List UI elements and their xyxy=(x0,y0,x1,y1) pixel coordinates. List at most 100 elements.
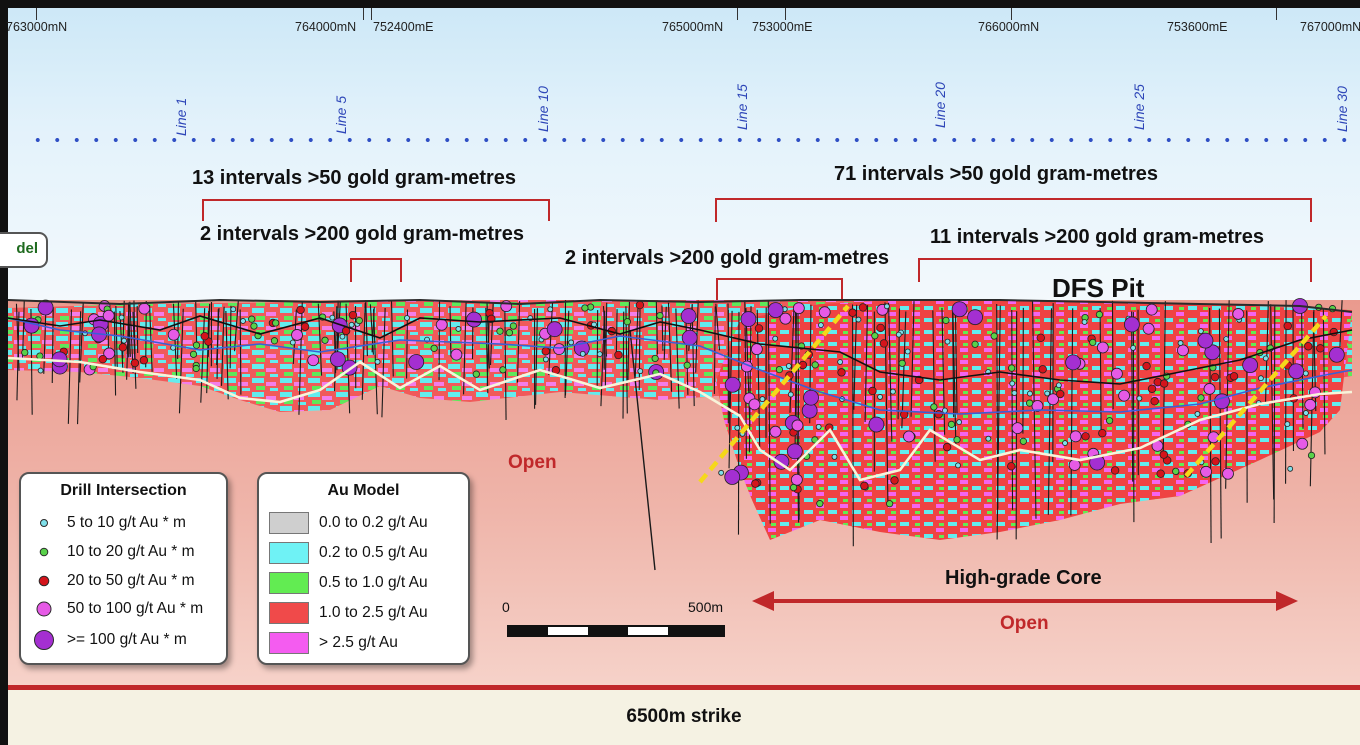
drill-hole xyxy=(115,305,118,368)
drill-intersection-marker xyxy=(1156,469,1165,478)
drill-hole xyxy=(767,301,771,524)
scale-end-label: 500m xyxy=(688,599,724,615)
drill-intersection-marker xyxy=(1197,328,1204,335)
drill-intersection-marker xyxy=(951,301,968,318)
drill-intersection-marker xyxy=(886,500,894,508)
drill-intersection-marker xyxy=(1019,437,1027,445)
drill-hole xyxy=(864,305,869,423)
drill-intersection-marker xyxy=(1036,333,1045,342)
section-graphics xyxy=(7,298,1353,540)
drill-intersection-marker xyxy=(348,310,358,320)
drill-intersection-marker xyxy=(1069,430,1082,443)
drill-intersection-marker xyxy=(1262,355,1269,362)
drill-intersection-marker xyxy=(579,350,586,357)
drill-intersection-marker xyxy=(1055,382,1062,389)
drill-intersection-marker xyxy=(837,368,846,377)
fresh-rock-boundary-line xyxy=(7,356,1353,482)
swatch-icon xyxy=(269,512,309,534)
drill-intersection-marker xyxy=(596,351,603,357)
drill-intersection-marker xyxy=(1242,357,1259,374)
drill-intersection-marker xyxy=(1136,395,1143,402)
drill-intersection-marker xyxy=(103,347,116,360)
legend-entry: 5 to 10 g/t Au * m xyxy=(31,514,186,532)
drill-hole xyxy=(132,311,137,389)
drill-intersection-marker xyxy=(890,476,899,485)
drill-intersection-marker xyxy=(680,308,697,324)
drill-hole xyxy=(604,302,608,387)
drill-intersection-marker xyxy=(623,318,631,326)
drill-intersection-marker xyxy=(904,348,911,355)
drill-hole xyxy=(952,311,955,418)
model-lines xyxy=(7,298,1353,484)
drill-intersection-marker xyxy=(1142,322,1155,335)
drill-hole xyxy=(1339,300,1343,347)
drill-hole xyxy=(634,305,639,377)
drill-intersection-marker xyxy=(786,443,803,460)
annotation-left-200gm: 2 intervals >200 gold gram-metres xyxy=(200,223,525,245)
drill-intersection-marker xyxy=(837,359,844,365)
drill-intersection-marker xyxy=(1095,310,1104,319)
coord-label-8: 767000mN xyxy=(1300,20,1360,34)
drill-intersection-marker xyxy=(1009,380,1016,387)
drill-intersection-marker xyxy=(683,361,691,369)
drill-intersection-marker xyxy=(1130,345,1137,351)
drill-intersection-marker xyxy=(553,343,565,356)
swatch-icon xyxy=(269,602,309,624)
drill-intersection-marker xyxy=(1007,462,1016,471)
strike-line xyxy=(8,685,1360,690)
drill-intersection-marker xyxy=(769,425,782,438)
drill-intersection-marker xyxy=(1197,394,1205,402)
drill-hole xyxy=(655,300,658,355)
drill-intersection-marker xyxy=(37,299,54,316)
drill-intersection-marker xyxy=(189,350,198,358)
drill-hole xyxy=(381,307,386,418)
drill-hole xyxy=(1047,308,1053,515)
drill-hole xyxy=(627,301,630,381)
drill-intersection-marker xyxy=(1204,344,1221,361)
drill-intersection-marker xyxy=(868,416,885,433)
drill-intersection-marker xyxy=(307,354,320,367)
drill-hole xyxy=(79,303,84,383)
model-tab[interactable]: del xyxy=(0,232,48,268)
drill-intersection-marker xyxy=(971,340,979,348)
drill-intersection-marker xyxy=(1047,393,1059,406)
drill-intersection-marker xyxy=(1081,319,1088,325)
drill-hole xyxy=(239,309,242,395)
weathering-boundary-line xyxy=(7,315,1353,385)
legend-entry: 0.0 to 0.2 g/t Au xyxy=(269,512,428,534)
drill-hole xyxy=(463,301,467,395)
drill-intersection-marker xyxy=(98,354,108,364)
drill-intersection-marker xyxy=(1177,344,1189,357)
coord-tick xyxy=(1276,8,1277,20)
drill-intersection-marker xyxy=(167,328,180,341)
drill-intersection-marker xyxy=(1150,396,1159,406)
drill-intersection-marker xyxy=(903,430,915,443)
drill-intersection-marker xyxy=(1081,432,1090,441)
drill-intersection-marker xyxy=(329,351,346,368)
drill-intersection-marker xyxy=(499,366,507,374)
dfs-pit-label: DFS Pit xyxy=(1052,273,1145,303)
drill-intersection-marker xyxy=(791,419,804,432)
drill-intersection-marker xyxy=(779,312,792,325)
drill-intersection-marker xyxy=(890,388,896,395)
drill-intersection-marker xyxy=(1287,465,1294,472)
annotation-right-50gm: 71 intervals >50 gold gram-metres xyxy=(834,163,1159,185)
drill-intersection-marker xyxy=(1304,398,1317,411)
drill-intersection-marker xyxy=(1328,346,1345,363)
drill-hole xyxy=(172,303,178,379)
drill-intersection-marker xyxy=(1200,465,1212,478)
drill-hole xyxy=(748,306,752,453)
coord-tick xyxy=(36,8,37,20)
drill-intersection-marker xyxy=(792,302,805,315)
drill-intersection-marker xyxy=(1307,451,1316,460)
drill-hole xyxy=(1099,308,1102,431)
bracket-right-50gm xyxy=(715,198,1312,222)
drill-hole xyxy=(149,304,153,372)
drill-intersection-marker xyxy=(1027,390,1033,397)
drill-intersection-marker xyxy=(1283,321,1292,331)
legend-entry: > 2.5 g/t Au xyxy=(269,632,398,654)
drill-intersection-marker xyxy=(472,370,480,378)
drill-intersection-marker xyxy=(1172,467,1180,475)
drill-intersection-marker xyxy=(955,462,961,469)
